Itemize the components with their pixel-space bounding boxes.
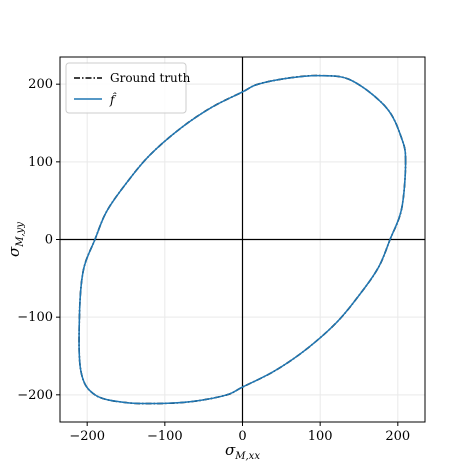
reference-lines (60, 57, 425, 422)
legend-box (65, 62, 187, 114)
y-tick-label-1: −100 (17, 310, 53, 325)
series-f-hat (78, 74, 407, 405)
x-axis-label-sub: M,xx (234, 451, 260, 462)
y-tick-label-2: 0 (45, 233, 53, 248)
series-group (78, 74, 407, 405)
x-axis-label-base: σ (225, 441, 236, 459)
y-axis-label-sub: M,yy (15, 222, 26, 248)
legend-label-f-hat: f̂ (109, 91, 117, 107)
x-tick-label-1: −100 (147, 429, 183, 444)
x-tick-label-3: 100 (308, 429, 333, 444)
y-axis-label-base: σ (5, 246, 23, 257)
x-tick-label-0: −200 (69, 429, 105, 444)
x-axis-label: σM,xx (225, 441, 260, 462)
ticks: −200 −100 0 100 200 −200 −100 0 100 200 (17, 77, 410, 444)
y-tick-label-4: 200 (28, 77, 53, 92)
y-axis-label: σM,yy (5, 222, 26, 257)
y-tick-label-0: −200 (17, 388, 53, 403)
legend: Ground truth f̂ (65, 62, 191, 114)
x-tick-label-4: 200 (385, 429, 410, 444)
legend-label-ground-truth: Ground truth (110, 71, 191, 85)
y-tick-label-3: 100 (28, 155, 53, 170)
x-tick-label-2: 0 (238, 429, 246, 444)
